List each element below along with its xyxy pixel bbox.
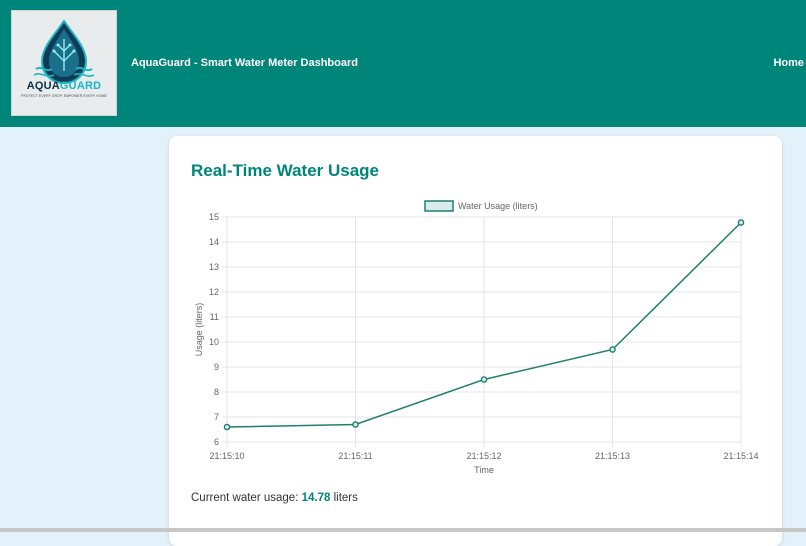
y-tick-label: 9 (214, 362, 219, 372)
x-tick-label: 21:15:11 (338, 451, 372, 461)
y-tick-label: 12 (209, 287, 219, 297)
usage-line-chart: 6 7 8 9 10 11 12 13 14 15 21:15:10 21:15:11 21:15:12… (194, 200, 759, 475)
y-tick-label: 10 (209, 337, 219, 347)
legend-swatch (424, 200, 454, 212)
usage-data-point (609, 346, 616, 353)
x-tick-label: 21:15:13 (595, 451, 630, 461)
water-drop-circuit-icon (33, 19, 95, 85)
y-tick-label: 7 (214, 412, 219, 422)
page-title: AquaGuard - Smart Water Meter Dashboard (131, 57, 358, 69)
usage-unit: liters (333, 492, 358, 504)
logo-wordmark: AQUAGUARD (26, 80, 102, 92)
x-tick-label: 21:15:10 (209, 451, 244, 461)
usage-data-point (737, 219, 745, 226)
usage-data-point (352, 421, 359, 428)
legend-label: Water Usage (liters) (458, 201, 538, 211)
x-tick-label: 21:15:14 (723, 451, 758, 461)
usage-card: Real-Time Water Usage 6 7 8 9 10 11 12 13 14 15 21… (169, 136, 782, 546)
y-axis-title: Usage (liters) (194, 303, 204, 357)
current-usage-text: Current water usage: 14.78 liters (191, 492, 358, 504)
y-tick-label: 6 (214, 437, 219, 447)
aquaguard-logo: AQUAGUARD PROTECT EVERY DROP, EMPOWER EV… (11, 10, 117, 116)
y-tick-label: 14 (209, 237, 219, 247)
usage-prefix: Current water usage: (191, 492, 299, 504)
y-tick-label: 13 (209, 262, 219, 272)
horizontal-scrollbar[interactable] (0, 528, 806, 532)
nav-home-link[interactable]: Home (773, 57, 804, 69)
app-header: AQUAGUARD PROTECT EVERY DROP, EMPOWER EV… (0, 0, 806, 127)
x-axis-title: Time (474, 465, 494, 475)
y-tick-label: 11 (210, 312, 219, 322)
usage-data-point (480, 376, 488, 383)
usage-value: 14.78 (301, 492, 331, 504)
logo-tagline: PROTECT EVERY DROP, EMPOWER EVERY HOME (21, 94, 107, 98)
y-tick-label: 15 (209, 212, 219, 222)
usage-data-point (223, 423, 231, 431)
card-title: Real-Time Water Usage (191, 161, 380, 180)
x-tick-label: 21:15:12 (466, 451, 501, 461)
y-tick-label: 8 (214, 387, 219, 397)
